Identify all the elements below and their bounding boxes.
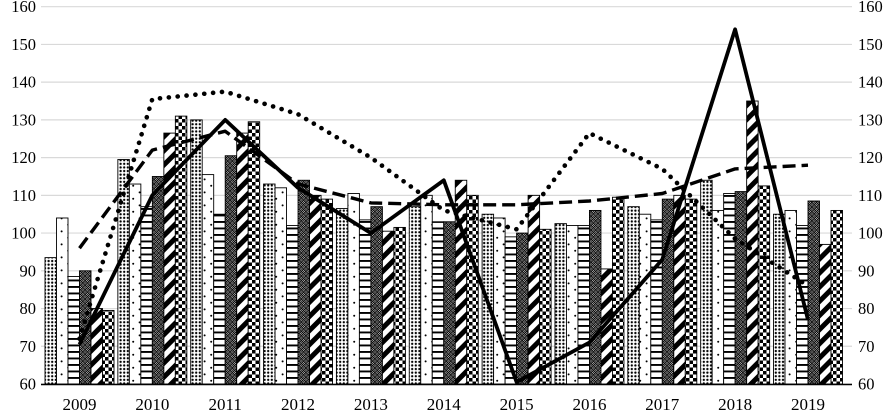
sparse-dots-bar [420,194,433,385]
diagonal-stripes-bar [381,230,395,385]
x-axis-tick-label: 2011 [209,395,242,414]
diamond-hatch-bar [807,200,820,385]
dense-dots-bar [335,208,349,385]
y-axis-left-tick-label: 120 [11,148,36,167]
horizontal-lines-bar [650,219,663,385]
x-axis-tick-label: 2019 [791,395,825,414]
checkerboard-bar [612,196,625,385]
x-axis-tick-label: 2017 [645,395,680,414]
sparse-dots-bar [201,174,215,385]
bar-group-2014 [408,179,479,385]
trend-lines [77,27,811,385]
x-axis-tick-label: 2013 [354,395,388,414]
y-axis-left-tick-label: 70 [20,337,37,356]
diagonal-stripes-bar [527,194,541,385]
y-axis-right-tick-label: 130 [858,110,883,129]
horizontal-lines-bar [140,206,153,385]
y-axis-left-tick-label: 130 [11,110,36,129]
y-axis-right-tick-label: 80 [858,299,875,318]
checkerboard-bar [247,121,261,385]
dense-dots-bar [190,119,203,385]
x-axis-tick-label: 2016 [572,395,606,414]
sparse-dots-bar [56,217,69,385]
diagonal-stripes-bar [454,179,468,385]
diagonal-stripes-bar [819,243,832,385]
y-axis-left-tick-label: 150 [11,35,36,54]
sparse-dots-bar [128,183,142,385]
checkerboard-bar [757,185,771,385]
y-axis-left-tick-label: 140 [11,73,36,92]
checkerboard-bar [393,226,406,385]
y-axis-right-tick-label: 70 [858,337,875,356]
bar-group-2011 [190,119,261,385]
bar-group-2010 [117,115,188,385]
diamond-hatch-bar [224,155,238,385]
diagonal-stripes-bar [236,132,249,385]
sparse-dots-bar [274,187,287,385]
x-axis-tick-label: 2009 [63,395,97,414]
solid-line [77,27,810,385]
diamond-hatch-bar [734,191,748,385]
x-axis-tick-label: 2010 [135,395,169,414]
dense-dots-bar [263,183,276,385]
y-axis-right-tick-label: 150 [858,35,883,54]
sparse-dots-bar [711,209,725,385]
checkerboard-bar [684,198,698,385]
y-axis-right-tick-label: 140 [858,73,883,92]
checkerboard-bar [174,115,188,385]
y-axis-right-tick-label: 100 [858,224,883,243]
bar-group-2009 [44,217,115,385]
diamond-hatch-bar [516,232,529,385]
horizontal-lines-bar [67,276,80,385]
checkerboard-bar [320,198,333,385]
y-axis-right-tick-label: 110 [858,186,882,205]
x-axis-tick-label: 2014 [427,395,462,414]
x-axis-tick-label: 2018 [718,395,752,414]
checkerboard-bar [539,228,552,385]
y-axis-left-tick-label: 110 [12,186,36,205]
sparse-dots-bar [638,213,652,385]
diagonal-stripes-bar [309,194,322,385]
bar-groups [44,100,843,385]
bar-group-2013 [335,193,406,385]
dense-dots-bar [700,179,713,385]
dense-dots-bar [408,206,422,385]
y-axis-right-tick-label: 120 [858,148,883,167]
diamond-hatch-bar [589,209,602,385]
checkerboard-bar [466,194,479,385]
horizontal-lines-bar [577,225,590,385]
bar-group-2017 [627,194,698,385]
checkerboard-bar [830,209,843,385]
y-axis-left-tick-label: 60 [20,375,37,394]
diamond-hatch-bar [443,221,456,385]
checkerboard-bar [102,309,115,385]
y-axis-right-tick-label: 160 [858,0,883,16]
y-axis-left-tick-label: 80 [20,299,37,318]
dense-dots-bar [44,257,57,385]
y-axis-right-tick-label: 90 [858,261,875,280]
dashed-line [78,129,809,250]
sparse-dots-bar [493,217,506,385]
y-axis-right-tick-label: 60 [858,375,875,394]
diamond-hatch-bar [151,176,165,385]
horizontal-lines-bar [213,213,226,385]
horizontal-lines-bar [286,225,299,385]
y-axis-left-tick-label: 100 [11,224,36,243]
bar-group-2018 [700,100,771,385]
x-axis-tick-label: 2015 [500,395,534,414]
bar-group-2012 [263,179,333,385]
axis-labels: 60 60 70 70 80 80 90 90 100 100 110 110 120 120 130 130… [11,0,883,414]
dense-dots-bar [773,213,786,385]
horizontal-lines-bar [358,219,372,385]
x-axis-tick-label: 2012 [281,395,315,414]
y-axis-left-tick-label: 90 [20,261,37,280]
horizontal-lines-bar [723,193,736,385]
y-axis-left-tick-label: 160 [11,0,36,16]
horizontal-lines-bar [431,221,445,385]
sparse-dots-bar [566,225,579,385]
diagonal-stripes-bar [746,100,759,385]
diamond-hatch-bar [297,179,310,385]
